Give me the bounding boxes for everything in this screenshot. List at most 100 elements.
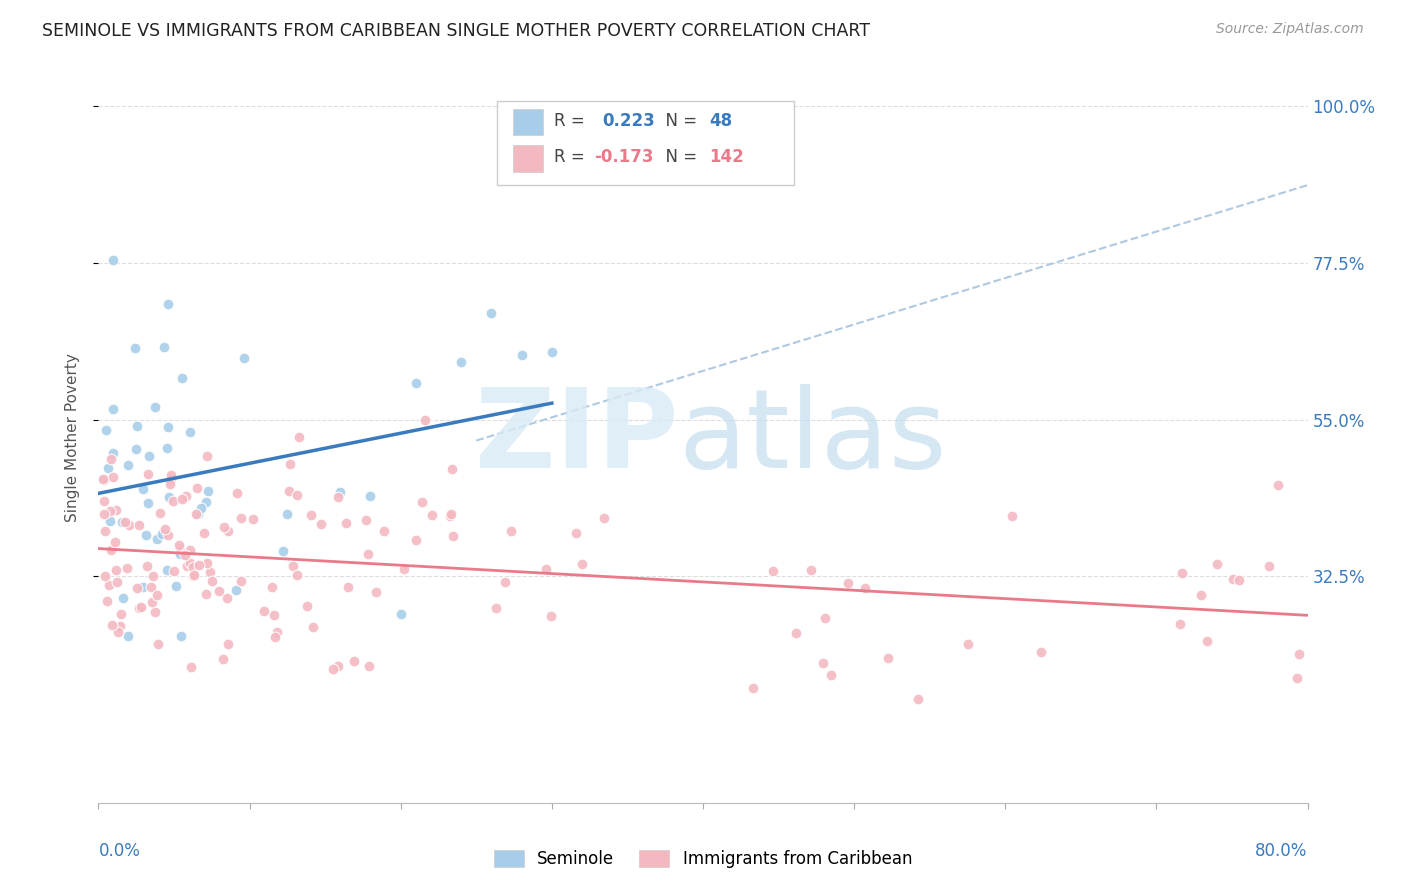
FancyBboxPatch shape <box>498 101 793 185</box>
Y-axis label: Single Mother Poverty: Single Mother Poverty <box>65 352 80 522</box>
Point <box>441 529 464 543</box>
Point <box>226 486 249 500</box>
Point <box>101 402 124 417</box>
Point <box>392 562 415 576</box>
Point <box>94 524 117 538</box>
Point <box>1206 557 1229 571</box>
Point <box>211 652 233 666</box>
Point <box>510 348 533 362</box>
Point <box>153 340 176 354</box>
Point <box>540 345 562 359</box>
Point <box>326 659 349 673</box>
Point <box>105 563 128 577</box>
Point <box>200 565 222 579</box>
Text: 142: 142 <box>709 148 744 166</box>
Point <box>101 470 124 484</box>
Point <box>165 579 187 593</box>
Point <box>1171 566 1194 581</box>
Point <box>217 637 239 651</box>
Point <box>156 563 179 577</box>
Point <box>373 524 395 538</box>
Point <box>172 371 194 385</box>
Point <box>285 488 308 502</box>
Point <box>110 607 132 622</box>
Point <box>169 541 191 555</box>
Point <box>207 583 229 598</box>
Point <box>302 620 325 634</box>
Point <box>117 561 139 575</box>
Text: 0.0%: 0.0% <box>98 842 141 860</box>
Point <box>440 508 463 522</box>
Point <box>263 607 285 622</box>
Point <box>117 629 139 643</box>
Point <box>101 252 124 267</box>
Point <box>343 654 366 668</box>
Point <box>366 584 388 599</box>
Text: N =: N = <box>655 112 707 129</box>
Point <box>481 306 503 320</box>
Point <box>149 507 172 521</box>
Point <box>811 656 834 670</box>
Point <box>104 535 127 549</box>
Point <box>326 490 349 504</box>
Point <box>215 591 238 606</box>
Point <box>742 681 765 695</box>
Point <box>128 517 150 532</box>
Point <box>156 420 179 434</box>
Point <box>309 516 332 531</box>
Point <box>201 574 224 588</box>
Point <box>1227 573 1250 587</box>
Point <box>540 609 562 624</box>
FancyBboxPatch shape <box>513 109 543 135</box>
Point <box>181 559 204 574</box>
Point <box>183 568 205 582</box>
Point <box>1257 558 1279 573</box>
Point <box>96 593 118 607</box>
Point <box>411 495 433 509</box>
Point <box>111 591 134 606</box>
Point <box>111 515 134 529</box>
Point <box>135 528 157 542</box>
Point <box>105 575 128 590</box>
Point <box>195 450 218 464</box>
Point <box>225 583 247 598</box>
Point <box>117 458 139 473</box>
Point <box>186 481 208 495</box>
Point <box>108 619 131 633</box>
Point <box>263 631 285 645</box>
Point <box>145 588 167 602</box>
Point <box>146 637 169 651</box>
Text: atlas: atlas <box>679 384 948 491</box>
Point <box>174 548 197 562</box>
Point <box>877 651 900 665</box>
Point <box>360 490 382 504</box>
Point <box>100 543 122 558</box>
Point <box>253 604 276 618</box>
Point <box>179 556 201 570</box>
Point <box>118 517 141 532</box>
Point <box>132 581 155 595</box>
Point <box>1029 644 1052 658</box>
Point <box>125 581 148 595</box>
Point <box>195 587 218 601</box>
Point <box>179 543 201 558</box>
Point <box>93 473 115 487</box>
Point <box>141 595 163 609</box>
Point <box>494 575 516 590</box>
Point <box>187 507 209 521</box>
Point <box>1168 616 1191 631</box>
Point <box>195 557 218 571</box>
Point <box>105 503 128 517</box>
Point <box>761 564 783 578</box>
Point <box>156 442 179 456</box>
Point <box>193 525 215 540</box>
Point <box>143 400 166 414</box>
Point <box>273 543 295 558</box>
Point <box>217 524 239 539</box>
Point <box>162 493 184 508</box>
Point <box>170 629 193 643</box>
Point <box>125 442 148 456</box>
Point <box>441 462 464 476</box>
Point <box>138 467 160 482</box>
Point <box>1001 509 1024 524</box>
